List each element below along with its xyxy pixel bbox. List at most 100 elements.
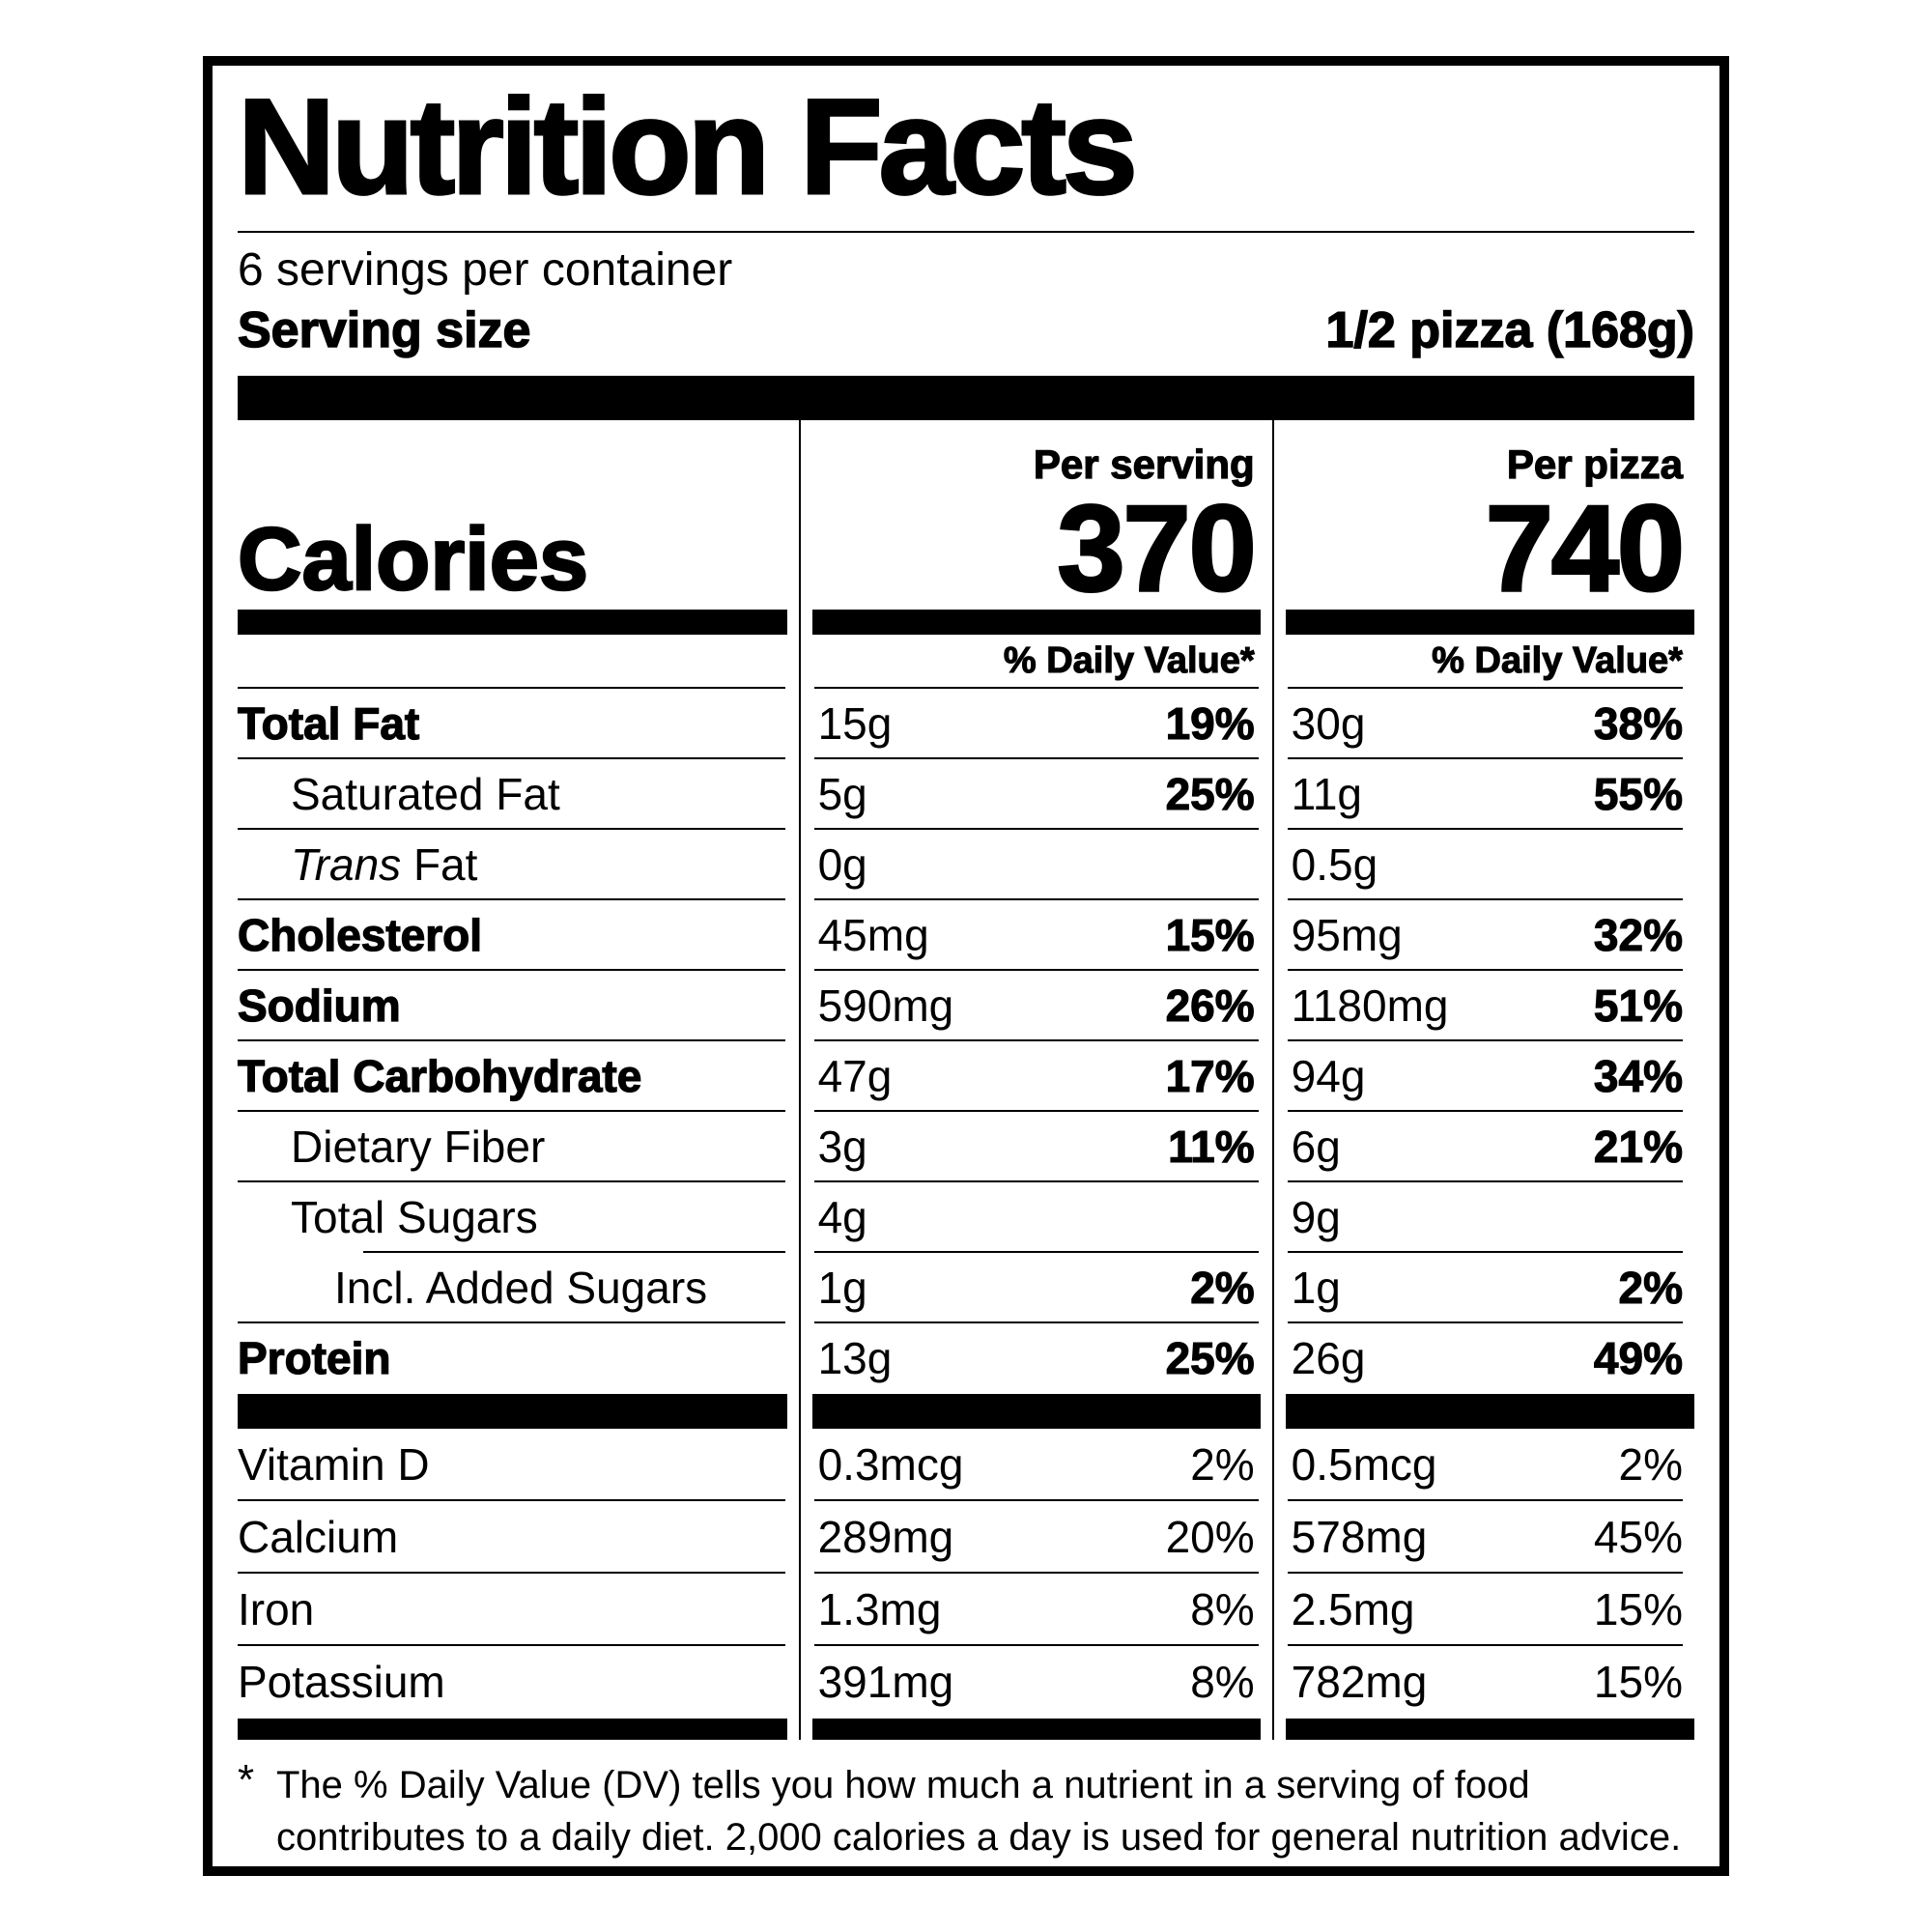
row-trans-fat-per-pizza: 0.5g bbox=[1271, 829, 1694, 900]
row-iron-per-serving: 1.3mg 8% bbox=[798, 1573, 1272, 1646]
calories-underbar-right bbox=[1271, 609, 1694, 635]
nutrient-name: Iron bbox=[238, 1584, 315, 1635]
row-added-sugars-per-pizza: 1g 2% bbox=[1271, 1252, 1694, 1323]
row-total-carbohydrate-label: Total Carbohydrate bbox=[237, 1040, 799, 1112]
calories-cell: Calories bbox=[237, 420, 799, 610]
row-total-carbohydrate-per-serving: 47g 17% bbox=[798, 1040, 1272, 1112]
thick-separator-bar bbox=[238, 375, 1694, 420]
amount: 289mg bbox=[817, 1512, 954, 1563]
daily-value: 21% bbox=[1593, 1122, 1683, 1173]
amount: 1.3mg bbox=[817, 1584, 942, 1635]
daily-value: 20% bbox=[1165, 1512, 1255, 1563]
dv-header-per-serving: % Daily Value* bbox=[798, 634, 1272, 689]
nutrient-name: Incl. Added Sugars bbox=[334, 1263, 708, 1314]
row-iron-label: Iron bbox=[238, 1573, 799, 1646]
row-sodium-label: Sodium bbox=[237, 970, 799, 1041]
daily-value: 15% bbox=[1165, 910, 1255, 961]
row-total-sugars-per-serving: 4g bbox=[798, 1181, 1272, 1253]
daily-value: 25% bbox=[1165, 769, 1255, 820]
nutrient-name: Protein bbox=[237, 1333, 391, 1384]
daily-value: 15% bbox=[1593, 1584, 1683, 1635]
nutrient-name: Total Carbohydrate bbox=[237, 1051, 642, 1102]
nutrient-name: Vitamin D bbox=[238, 1439, 430, 1491]
row-protein-per-pizza: 26g 49% bbox=[1271, 1322, 1694, 1394]
nutrient-name: Trans Fat bbox=[291, 839, 478, 891]
daily-value: 25% bbox=[1165, 1333, 1255, 1384]
amount: 590mg bbox=[817, 980, 954, 1032]
daily-value: 51% bbox=[1593, 980, 1683, 1032]
row-total-sugars-per-pizza: 9g bbox=[1271, 1181, 1694, 1253]
amount: 1g bbox=[1291, 1263, 1341, 1314]
amount: 6g bbox=[1291, 1122, 1341, 1173]
protein-underbar-c3 bbox=[1271, 1393, 1694, 1429]
row-total-fat-per-pizza: 30g 38% bbox=[1271, 688, 1694, 759]
nutrition-table: Calories Per serving 370 Per pizza 740 %… bbox=[237, 419, 1694, 1740]
amount: 94g bbox=[1291, 1051, 1366, 1102]
row-sodium-per-pizza: 1180mg 51% bbox=[1271, 970, 1694, 1041]
dv-header-spacer bbox=[238, 634, 799, 689]
row-dietary-fiber-per-pizza: 6g 21% bbox=[1271, 1111, 1694, 1182]
amount: 95mg bbox=[1291, 910, 1403, 961]
serving-size-label: Serving size bbox=[237, 301, 531, 359]
amount: 26g bbox=[1291, 1333, 1366, 1384]
amount: 45mg bbox=[817, 910, 929, 961]
row-dietary-fiber-per-serving: 3g 11% bbox=[798, 1111, 1272, 1182]
amount: 0.5g bbox=[1291, 839, 1378, 891]
row-total-fat-label: Total Fat bbox=[237, 688, 799, 759]
row-sodium-per-serving: 590mg 26% bbox=[798, 970, 1272, 1041]
row-total-carbohydrate-per-pizza: 94g 34% bbox=[1271, 1040, 1694, 1112]
daily-value: 26% bbox=[1165, 980, 1255, 1032]
calories-underbar-left bbox=[238, 609, 799, 635]
dv-header-per-pizza: % Daily Value* bbox=[1271, 634, 1694, 689]
daily-value: 49% bbox=[1593, 1333, 1683, 1384]
row-added-sugars-per-serving: 1g 2% bbox=[798, 1252, 1272, 1323]
daily-value: 34% bbox=[1593, 1051, 1683, 1102]
footnote-line-2: contributes to a daily diet. 2,000 calor… bbox=[276, 1815, 1682, 1859]
title-rule bbox=[238, 231, 1694, 233]
row-cholesterol-per-pizza: 95mg 32% bbox=[1271, 899, 1694, 971]
daily-value: 32% bbox=[1593, 910, 1683, 961]
amount: 578mg bbox=[1291, 1512, 1428, 1563]
label-title: Nutrition Facts bbox=[237, 71, 1140, 222]
daily-value: 19% bbox=[1165, 698, 1255, 750]
daily-value: 38% bbox=[1593, 698, 1683, 750]
row-calcium-per-serving: 289mg 20% bbox=[798, 1500, 1272, 1574]
row-potassium-per-pizza: 782mg 15% bbox=[1271, 1645, 1694, 1719]
amount: 11g bbox=[1291, 769, 1363, 820]
daily-value: 55% bbox=[1593, 769, 1683, 820]
daily-value: 2% bbox=[1190, 1263, 1256, 1314]
row-total-fat-per-serving: 15g 19% bbox=[798, 688, 1272, 759]
row-protein-label: Protein bbox=[237, 1323, 799, 1394]
amount: 1g bbox=[817, 1263, 867, 1314]
row-added-sugars-label: Incl. Added Sugars bbox=[238, 1252, 799, 1323]
protein-underbar-c2 bbox=[798, 1393, 1272, 1429]
row-cholesterol-label: Cholesterol bbox=[237, 899, 799, 971]
footnote: * The % Daily Value (DV) tells you how m… bbox=[238, 1756, 1694, 1863]
bottom-bar-c2 bbox=[798, 1718, 1272, 1740]
amount: 13g bbox=[817, 1333, 893, 1384]
row-vitamin-d-label: Vitamin D bbox=[238, 1428, 799, 1501]
daily-value: 8% bbox=[1190, 1584, 1255, 1635]
row-cholesterol-per-serving: 45mg 15% bbox=[798, 899, 1272, 971]
row-dietary-fiber-label: Dietary Fiber bbox=[238, 1111, 799, 1182]
amount: 391mg bbox=[817, 1657, 954, 1708]
nutrient-name: Total Sugars bbox=[291, 1192, 538, 1243]
row-calcium-per-pizza: 578mg 45% bbox=[1271, 1500, 1694, 1574]
row-saturated-fat-label: Saturated Fat bbox=[238, 758, 799, 830]
amount: 47g bbox=[817, 1051, 893, 1102]
calories-per-serving-value: 370 bbox=[1056, 479, 1258, 616]
amount: 4g bbox=[817, 1192, 867, 1243]
daily-value: 2% bbox=[1618, 1263, 1684, 1314]
row-trans-fat-label: Trans Fat bbox=[238, 829, 799, 900]
serving-size-row: Serving size 1/2 pizza (168g) bbox=[237, 300, 1695, 360]
calories-label: Calories bbox=[237, 509, 590, 609]
amount: 9g bbox=[1291, 1192, 1341, 1243]
calories-underbar-mid bbox=[798, 609, 1272, 635]
nutrient-name: Dietary Fiber bbox=[291, 1122, 546, 1173]
row-potassium-per-serving: 391mg 8% bbox=[798, 1645, 1272, 1719]
amount: 15g bbox=[817, 698, 893, 750]
nutrient-name: Saturated Fat bbox=[291, 769, 560, 820]
footnote-text: The % Daily Value (DV) tells you how muc… bbox=[276, 1759, 1681, 1863]
nutrient-name: Sodium bbox=[237, 980, 401, 1032]
amount: 0.5mcg bbox=[1291, 1439, 1437, 1491]
